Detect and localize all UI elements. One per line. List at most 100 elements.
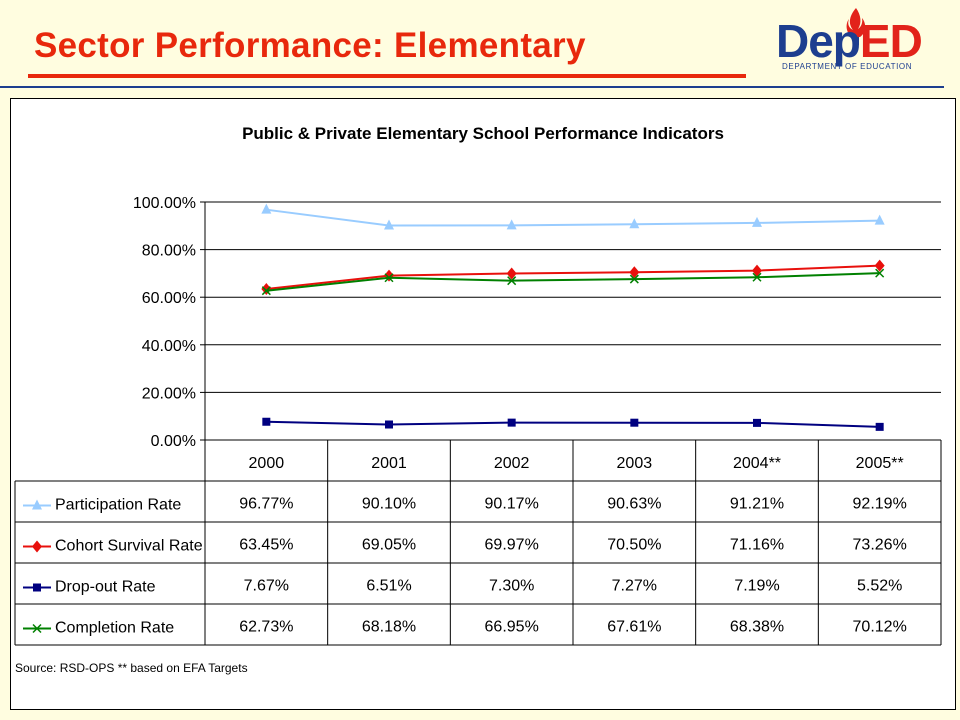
data-point [752,272,762,282]
y-tick-label: 0.00% [151,433,196,450]
series-line-cohort-survival-rate [266,264,880,290]
x-tick-label: 2004** [733,455,781,472]
data-point [33,583,41,592]
data-label: 62.73% [239,619,293,636]
data-label: 90.10% [362,496,416,513]
data-label: 90.63% [607,496,661,513]
y-tick-label: 40.00% [142,338,196,355]
data-point [752,264,762,277]
deped-logo: DepED DEPARTMENT OF EDUCATION [776,4,954,78]
x-tick-label: 2002 [494,455,530,472]
data-label: 71.16% [730,537,784,554]
data-label: 91.21% [730,496,784,513]
x-marker [875,268,885,278]
data-point [630,418,639,427]
y-tick-label: 20.00% [142,385,196,402]
data-label: 69.97% [485,537,539,554]
data-label: 63.45% [239,537,293,554]
square-marker [385,420,393,429]
diamond-marker [506,267,517,280]
data-label: 6.51% [366,578,411,595]
x-marker [629,274,639,284]
diamond-marker [32,540,42,553]
x-tick-label: 2005** [856,455,904,472]
data-point [629,274,639,284]
legend-label: Completion Rate [55,620,174,637]
legend-label: Cohort Survival Rate [55,538,203,555]
data-label: 7.67% [244,578,289,595]
square-marker [262,417,271,426]
data-point [384,219,394,230]
square-marker [875,422,884,431]
data-label: 73.26% [853,537,907,554]
data-point [629,266,640,279]
chart-title: Public & Private Elementary School Perfo… [242,124,724,143]
data-label: 90.17% [485,496,539,513]
x-marker [32,623,42,634]
triangle-marker [506,219,517,230]
logo-tagline: DEPARTMENT OF EDUCATION [782,62,913,71]
data-label: 7.27% [612,578,657,595]
data-label: 96.77% [239,496,293,513]
diamond-marker [629,266,640,279]
source-note: Source: RSD-OPS ** based on EFA Targets [15,661,248,675]
data-label: 70.12% [853,619,907,636]
x-marker [752,272,762,282]
data-point [32,623,42,634]
data-label: 7.30% [489,578,534,595]
square-marker [753,418,761,427]
data-label: 92.19% [853,496,907,513]
data-label: 68.38% [730,619,784,636]
x-marker [261,286,271,296]
legend-label: Participation Rate [55,497,181,514]
series-line-completion-rate [266,272,880,292]
data-point [261,282,272,295]
triangle-marker [384,219,394,230]
torch-flame-icon [846,8,866,45]
data-point [261,203,272,214]
data-label: 68.18% [362,619,416,636]
data-point [384,273,394,283]
legend-label: Drop-out Rate [55,579,156,596]
data-label: 7.19% [734,578,779,595]
data-point [507,418,516,427]
data-label: 70.50% [607,537,661,554]
y-tick-label: 100.00% [133,195,196,212]
data-point [507,276,517,286]
data-table: 2000 2001 2002 2003 2004** 2005** Participatio… [14,439,942,646]
logo-dep: Dep [776,15,861,67]
data-point [629,218,640,229]
slide-title: Sector Performance: Elementary [34,26,586,65]
logo-wordmark: DepED [776,14,923,68]
triangle-marker [752,216,762,227]
x-marker [384,273,394,283]
series-lines [261,203,885,431]
data-point [875,422,884,431]
data-point [874,214,885,225]
data-label: 67.61% [607,619,661,636]
x-tick-label: 2000 [249,455,285,472]
data-point [506,219,517,230]
data-point [506,267,517,280]
data-point [262,417,271,426]
data-point [752,216,762,227]
x-marker [507,276,517,286]
data-point [384,269,394,282]
square-marker [630,418,639,427]
x-tick-label: 2003 [617,455,653,472]
data-point [261,286,271,296]
data-point [874,259,885,272]
y-tick-label: 60.00% [142,290,196,307]
diamond-marker [261,282,272,295]
gridlines [205,201,941,441]
data-label: 69.05% [362,537,416,554]
x-tick-label: 2001 [371,455,407,472]
data-point [385,420,393,429]
header-rule [0,86,944,88]
series-line-participation-rate [266,208,880,227]
data-point [753,418,761,427]
title-underline [28,74,746,78]
y-tick-label: 80.00% [142,243,196,260]
triangle-marker [261,203,272,214]
data-point [875,268,885,278]
